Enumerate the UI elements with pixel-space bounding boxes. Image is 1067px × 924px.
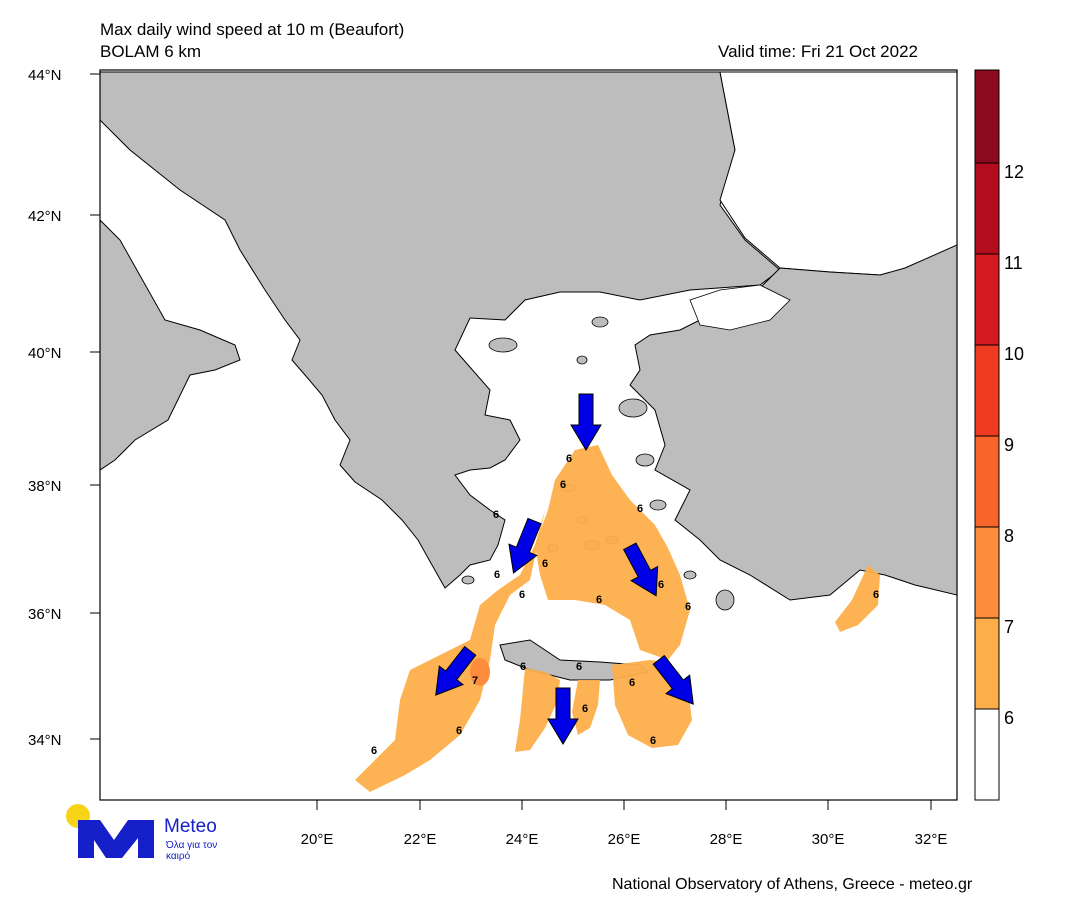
contour-label: 6 xyxy=(650,735,656,747)
colorbar-segment xyxy=(975,70,999,163)
contour-label: 6 xyxy=(596,594,602,606)
colorbar-label: 10 xyxy=(1004,344,1024,364)
wind-arrow-icon xyxy=(435,645,477,696)
contour-label: 6 xyxy=(542,558,548,570)
colorbar-segment xyxy=(975,163,999,254)
contour-labels: 6 6 6 6 6 6 6 6 6 6 6 6 6 6 7 6 6 6 6 xyxy=(371,453,879,757)
wind-arrow-icon xyxy=(547,687,579,745)
contour-label: 6 xyxy=(629,677,635,689)
wind-arrows xyxy=(435,393,694,745)
wind-arrow-icon xyxy=(652,654,694,705)
land-italy xyxy=(100,219,241,471)
logo-tagline: Όλα για τον καιρό xyxy=(166,840,218,862)
lon-tick-label: 20°E xyxy=(301,831,334,848)
lon-tick-label: 30°E xyxy=(812,831,845,848)
land-balkans xyxy=(100,71,781,589)
contour-label: 6 xyxy=(520,661,526,673)
wind-arrow-icon xyxy=(508,517,542,574)
black-sea xyxy=(719,71,957,276)
latitude-axis xyxy=(90,73,100,740)
land-layer xyxy=(100,71,957,681)
colorbar-label: 9 xyxy=(1004,435,1014,455)
colorbar-label: 11 xyxy=(1004,253,1023,273)
colorbar-segment xyxy=(975,436,999,527)
lat-tick-label: 40°N xyxy=(28,345,62,362)
lon-tick-label: 26°E xyxy=(608,831,641,848)
wind-area-east-rhodes xyxy=(835,565,880,632)
contour-label: 6 xyxy=(576,661,582,673)
wind-area-south-crete xyxy=(515,668,560,752)
wind-area-west-peloponnese xyxy=(355,510,545,792)
colorbar-label: 12 xyxy=(1004,162,1024,182)
contour-label: 6 xyxy=(873,589,879,601)
contour-label: 6 xyxy=(637,503,643,515)
lat-tick-label: 36°N xyxy=(28,606,62,623)
wind-area-7-west xyxy=(470,658,490,686)
lat-tick-label: 34°N xyxy=(28,732,62,749)
contour-label: 6 xyxy=(519,589,525,601)
map-frame xyxy=(99,69,958,801)
colorbar-label: 7 xyxy=(1004,617,1014,637)
valid-time: Valid time: Fri 21 Oct 2022 xyxy=(718,42,918,61)
lat-tick-label: 42°N xyxy=(28,208,62,225)
lat-tick-label: 38°N xyxy=(28,478,62,495)
footer-credit: National Observatory of Athens, Greece -… xyxy=(612,876,973,893)
colorbar-segment xyxy=(975,254,999,345)
wind-area-south-crete-2 xyxy=(572,680,600,735)
lat-tick-label: 44°N xyxy=(28,67,62,84)
lon-tick-label: 28°E xyxy=(710,831,743,848)
contour-label: 6 xyxy=(582,703,588,715)
logo-name: Meteo xyxy=(164,816,217,837)
colorbar: 6 7 8 9 10 11 12 xyxy=(974,69,1024,801)
colorbar-segment xyxy=(975,345,999,436)
lon-tick-label: 32°E xyxy=(915,831,948,848)
contour-label: 6 xyxy=(566,453,572,465)
sea-of-marmara xyxy=(689,284,791,331)
contour-label: 6 xyxy=(493,509,499,521)
colorbar-label: 6 xyxy=(1004,708,1014,728)
land-anatolia xyxy=(629,244,957,601)
contour-label: 6 xyxy=(494,569,500,581)
meteo-logo-icon xyxy=(66,804,154,858)
contour-label: 6 xyxy=(456,725,462,737)
meteo-logo: Meteo Όλα για τον καιρό xyxy=(62,800,242,870)
contour-label: 6 xyxy=(658,579,664,591)
model-label: BOLAM 6 km xyxy=(100,42,202,61)
wind-arrow-icon xyxy=(622,542,659,597)
colorbar-segment xyxy=(975,709,999,800)
contour-label: 6 xyxy=(685,601,691,613)
lon-tick-label: 22°E xyxy=(404,831,437,848)
wind-arrow-icon xyxy=(570,393,602,451)
wind-area-aegean xyxy=(535,445,690,660)
longitude-axis xyxy=(316,800,932,810)
contour-label: 6 xyxy=(371,745,377,757)
contour-label: 7 xyxy=(472,675,478,687)
map-title: Max daily wind speed at 10 m (Beaufort) xyxy=(100,20,405,39)
colorbar-segment xyxy=(975,527,999,618)
colorbar-segment xyxy=(975,618,999,709)
contour-label: 6 xyxy=(560,479,566,491)
colorbar-label: 8 xyxy=(1004,526,1014,546)
lon-tick-label: 24°E xyxy=(506,831,539,848)
